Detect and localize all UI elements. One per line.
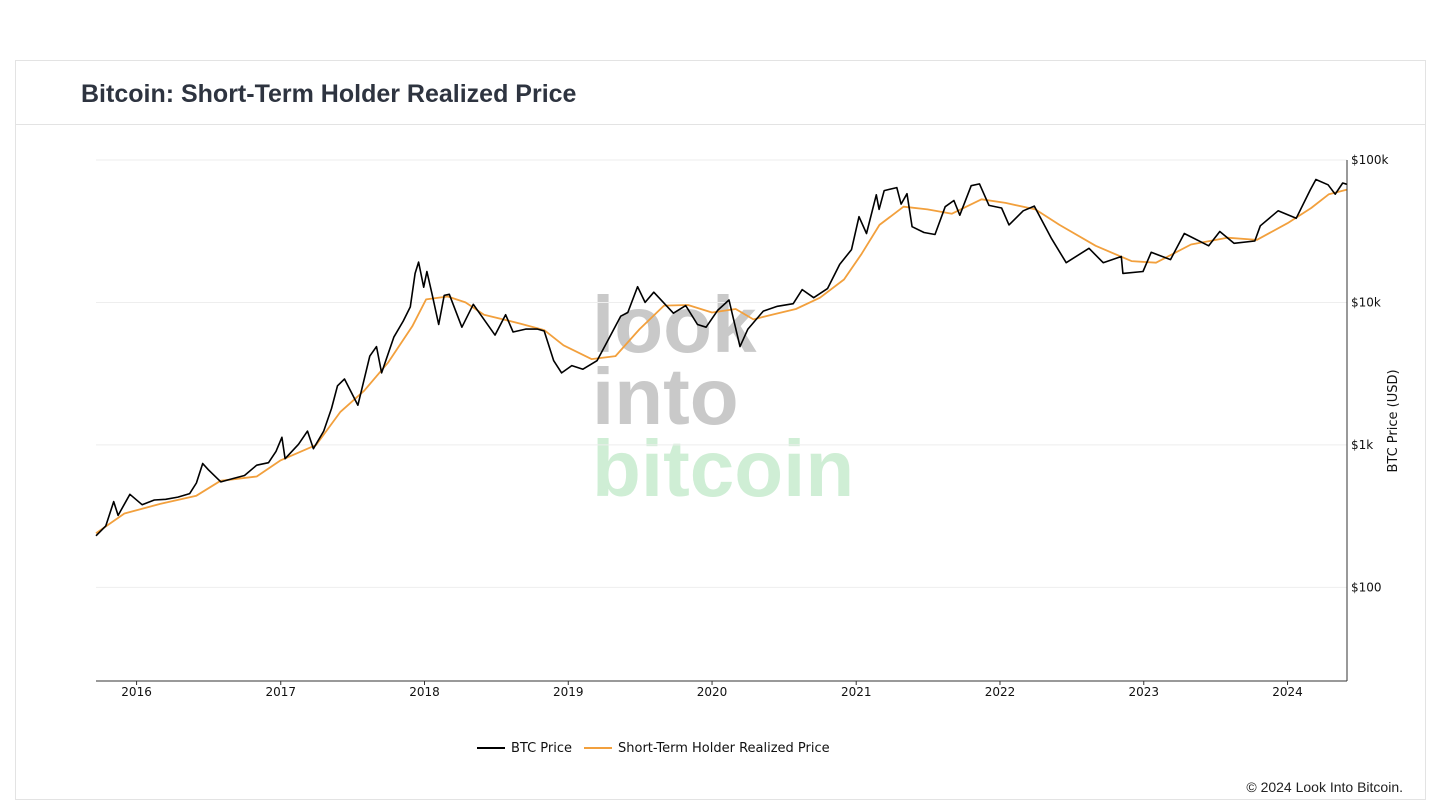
- card-header: Bitcoin: Short-Term Holder Realized Pric…: [16, 61, 1425, 125]
- sth-realized-price-line: [95, 188, 1348, 534]
- x-tick-label: 2019: [553, 685, 584, 699]
- y-tick-label: $1k: [1351, 438, 1373, 452]
- x-tick-label: 2021: [841, 685, 872, 699]
- x-tick-label: 2017: [265, 685, 296, 699]
- x-tick-label: 2018: [409, 685, 440, 699]
- chart-card: Bitcoin: Short-Term Holder Realized Pric…: [15, 60, 1426, 800]
- page-title: Bitcoin: Short-Term Holder Realized Pric…: [81, 80, 577, 108]
- watermark: look into bitcoin: [592, 280, 854, 513]
- y-tick-label: $10k: [1351, 295, 1381, 309]
- legend-label: BTC Price: [511, 741, 572, 756]
- x-tick-label: 2016: [121, 685, 152, 699]
- y-tick-label: $100: [1351, 580, 1382, 594]
- gridlines: [96, 159, 1347, 588]
- x-tick-label: 2020: [697, 685, 728, 699]
- x-tick-label: 2024: [1272, 685, 1303, 699]
- x-tick-labels: 2016 2017 2018 2019 2020 2021 2022 2023 2024: [121, 685, 1302, 699]
- copyright: © 2024 Look Into Bitcoin.: [1246, 779, 1403, 795]
- y-tick-label: $100k: [1351, 153, 1389, 167]
- legend-label: Short-Term Holder Realized Price: [618, 741, 830, 756]
- x-tick-label: 2023: [1128, 685, 1159, 699]
- btc-price-line: [95, 178, 1348, 537]
- y-tick-labels: $100 $1k $10k $100k: [1351, 153, 1389, 594]
- axes: [96, 160, 1348, 685]
- legend: BTC Price Short-Term Holder Realized Pric…: [477, 741, 830, 756]
- watermark-look: look: [592, 280, 757, 369]
- watermark-bitcoin: bitcoin: [592, 424, 854, 513]
- x-tick-label: 2022: [985, 685, 1016, 699]
- y-axis-title: BTC Price (USD): [1386, 369, 1401, 472]
- watermark-into: into: [592, 352, 739, 441]
- series-lines: [95, 178, 1348, 537]
